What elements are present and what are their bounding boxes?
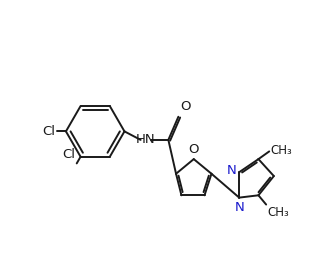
Text: Cl: Cl [42,125,55,138]
Text: CH₃: CH₃ [271,144,293,157]
Text: N: N [227,164,237,177]
Text: O: O [188,143,199,156]
Text: Cl: Cl [62,148,75,161]
Text: N: N [234,201,244,214]
Text: HN: HN [135,133,155,146]
Text: O: O [180,100,191,113]
Text: CH₃: CH₃ [267,206,289,219]
